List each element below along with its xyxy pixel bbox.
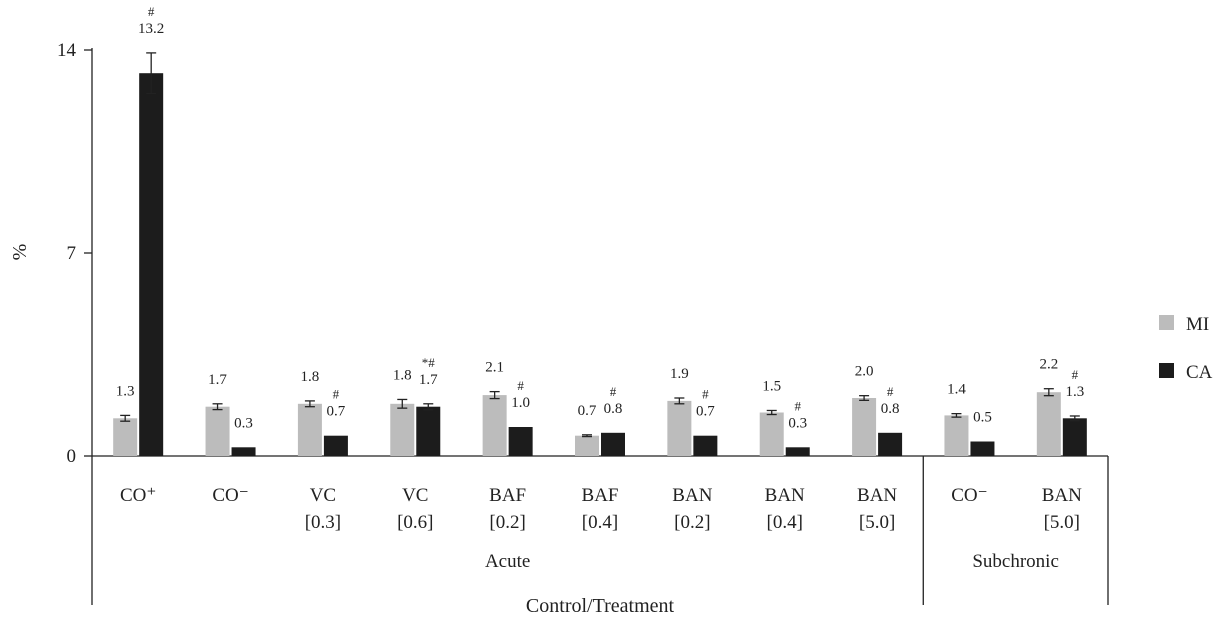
data-label-ca: 0.5 — [973, 410, 992, 426]
category-label-line2: [0.4] — [767, 512, 803, 533]
data-label-ca: 0.3 — [234, 415, 253, 431]
bar-ca — [601, 432, 625, 456]
bar-ca — [231, 447, 256, 456]
category-label-line2: [0.6] — [397, 512, 433, 533]
data-label-ca: 0.7 — [696, 404, 715, 420]
bar-mi — [390, 403, 415, 456]
category-label: CO⁺ — [120, 485, 156, 506]
y-tick-label: 14 — [57, 40, 77, 61]
bar-ca — [878, 432, 903, 456]
data-label-mi: 1.7 — [208, 372, 227, 388]
category-label-line2: [0.2] — [489, 512, 525, 533]
bar-mi — [297, 403, 322, 456]
bar-mi — [944, 415, 969, 456]
category-label-line2: [5.0] — [1044, 512, 1080, 533]
bar-ca — [323, 435, 348, 456]
data-label-ca: 0.3 — [788, 415, 807, 431]
category-label: BAN — [857, 485, 897, 506]
legend-swatch-mi — [1159, 315, 1174, 330]
bar-ca — [693, 435, 718, 456]
category-label: CO⁻ — [951, 485, 987, 506]
legend-label-mi: MI — [1186, 314, 1209, 335]
significance-mark: # — [148, 4, 155, 19]
data-label-mi: 1.8 — [393, 367, 412, 383]
category-label: CO⁻ — [212, 485, 248, 506]
bar-mi — [113, 418, 138, 456]
group-label: Subchronic — [972, 551, 1059, 572]
category-label-line2: [0.4] — [582, 512, 618, 533]
data-label-mi: 2.1 — [485, 360, 504, 376]
significance-mark: # — [1072, 367, 1079, 382]
bar-mi — [667, 400, 692, 456]
y-axis-title: % — [9, 244, 31, 261]
data-label-mi: 2.0 — [855, 364, 874, 380]
y-tick-label: 7 — [67, 243, 77, 264]
data-label-ca: 0.7 — [327, 404, 346, 420]
data-label-ca: 1.0 — [511, 395, 530, 411]
data-label-ca: 1.3 — [1065, 384, 1084, 400]
significance-mark: # — [333, 387, 340, 402]
significance-mark: # — [517, 378, 524, 393]
data-label-ca: 1.7 — [419, 372, 438, 388]
data-label-mi: 1.9 — [670, 366, 689, 382]
significance-mark: # — [702, 387, 709, 402]
bar-ca — [1062, 418, 1087, 456]
data-label-mi: 1.5 — [762, 378, 781, 394]
data-label-ca: 13.2 — [138, 21, 164, 37]
category-label-line2: [0.2] — [674, 512, 710, 533]
bar-mi — [575, 435, 599, 456]
data-label-mi: 0.7 — [578, 403, 597, 419]
y-tick-label: 0 — [67, 446, 77, 467]
bar-mi — [759, 412, 784, 456]
data-label-mi: 2.2 — [1039, 357, 1058, 373]
significance-mark: # — [887, 384, 894, 399]
group-label: Acute — [485, 551, 530, 572]
category-label: BAF — [489, 485, 526, 506]
category-label: VC — [402, 485, 428, 506]
category-label: BAN — [765, 485, 805, 506]
significance-mark: # — [610, 384, 617, 399]
bar-ca — [139, 73, 164, 456]
category-label-line2: [0.3] — [305, 512, 341, 533]
legend-label-ca: CA — [1186, 362, 1213, 383]
data-label-mi: 1.3 — [116, 383, 135, 399]
significance-mark: # — [794, 398, 801, 413]
bar-ca — [508, 427, 533, 456]
bar-mi — [482, 395, 507, 456]
bar-ca — [785, 447, 810, 456]
bar-mi — [1036, 392, 1061, 456]
category-label: BAN — [672, 485, 712, 506]
legend-swatch-ca — [1159, 363, 1174, 378]
data-label-ca: 0.8 — [604, 401, 623, 417]
data-label-ca: 0.8 — [881, 401, 900, 417]
bar-ca — [416, 406, 441, 456]
data-label-mi: 1.8 — [301, 369, 320, 385]
category-label: VC — [310, 485, 336, 506]
bar-mi — [852, 398, 877, 456]
category-label: BAF — [582, 485, 619, 506]
data-label-mi: 1.4 — [947, 382, 966, 398]
significance-mark: *# — [422, 355, 436, 370]
x-axis-title: Control/Treatment — [526, 595, 675, 617]
category-label: BAN — [1042, 485, 1082, 506]
category-label-line2: [5.0] — [859, 512, 895, 533]
bar-ca — [970, 441, 995, 456]
bar-mi — [205, 406, 230, 456]
